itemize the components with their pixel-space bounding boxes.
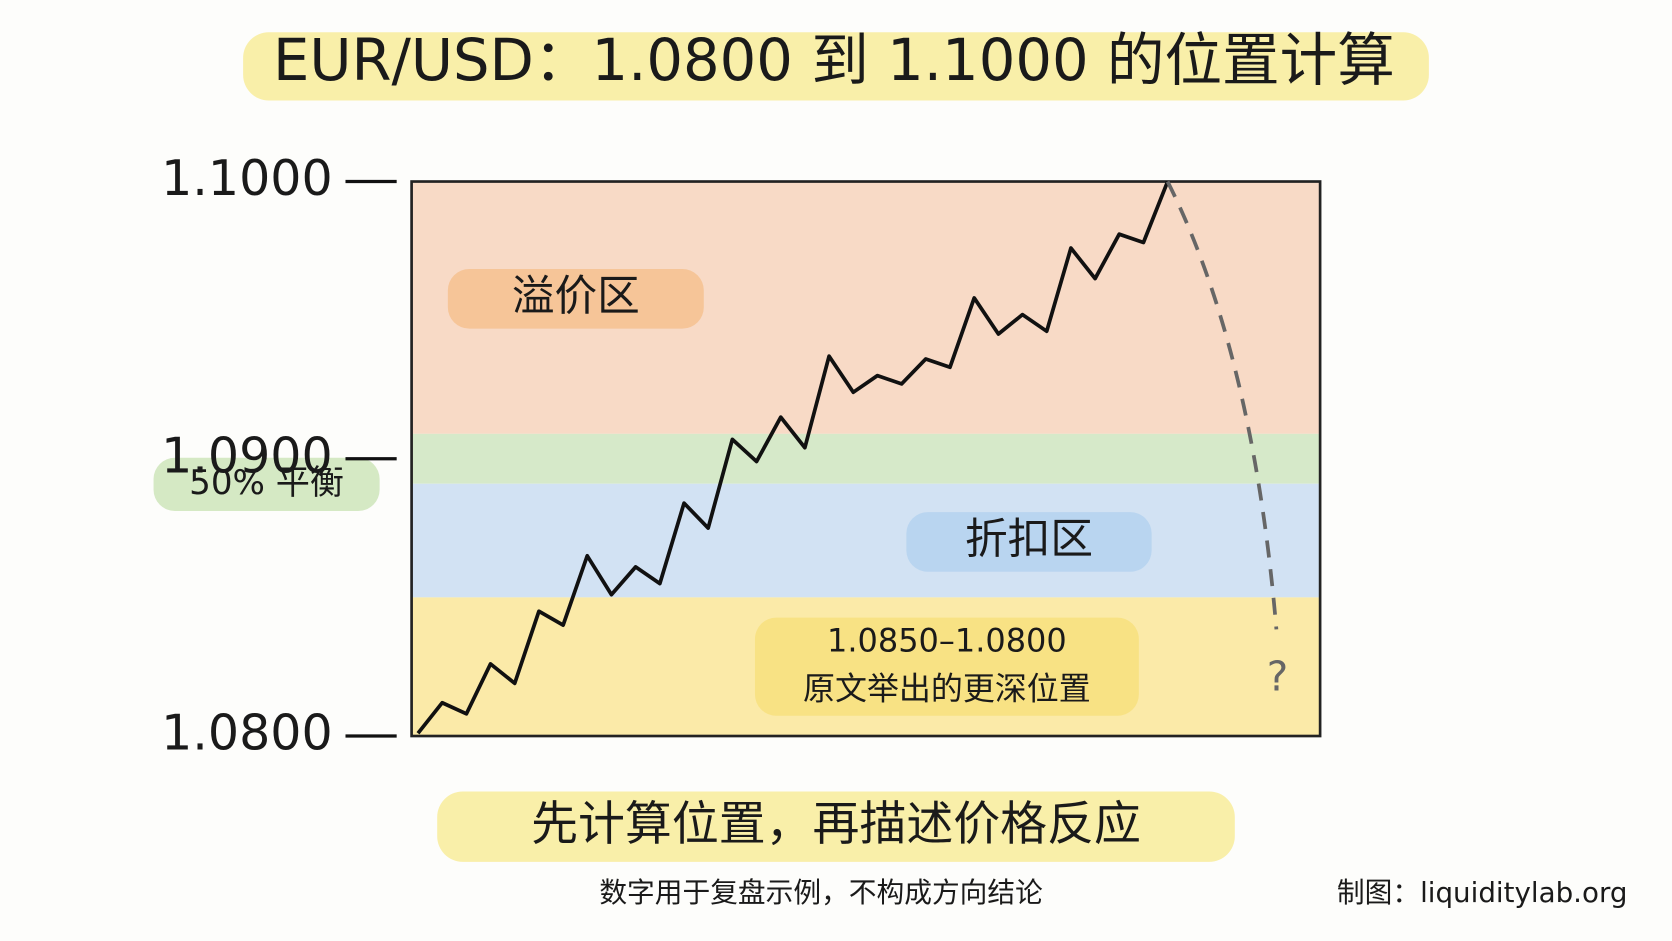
- zone-label: 原文举出的更深位置: [803, 670, 1091, 708]
- y-tick-label: 1.0900: [161, 426, 333, 484]
- plot-frame: [410, 180, 1322, 738]
- zone-label-highlight: [447, 268, 704, 329]
- chart-title: EUR/USD：1.0800 到 1.1000 的位置计算: [273, 27, 1395, 94]
- plot: 1.0800 1.0900 1.1000?: [161, 149, 1322, 762]
- zone-label-highlight: [153, 457, 380, 512]
- zone-label: 1.0850–1.0800: [827, 622, 1067, 660]
- note: 数字用于复盘示例，不构成方向结论: [599, 876, 1043, 909]
- subtitle-highlight: [437, 791, 1235, 862]
- price-line: [416, 180, 1170, 735]
- projection-label: ?: [1267, 653, 1289, 701]
- zone-label-highlight: [754, 617, 1139, 716]
- subtitle: 先计算位置，再描述价格反应: [531, 797, 1141, 852]
- zone-band: [411, 483, 1321, 598]
- y-tick-label: 1.1000: [161, 149, 333, 207]
- zone-label: 50% 平衡: [189, 463, 344, 503]
- zone-label-highlight: [906, 512, 1152, 572]
- title-highlight: [243, 32, 1429, 101]
- projection-path: [1165, 180, 1279, 630]
- zone-label: 溢价区: [512, 271, 640, 321]
- credit: 制图：liquiditylab.org: [1337, 876, 1628, 909]
- y-tick-label: 1.0800: [161, 704, 333, 762]
- zone-label: 折扣区: [965, 514, 1093, 564]
- zone-band: [411, 433, 1321, 484]
